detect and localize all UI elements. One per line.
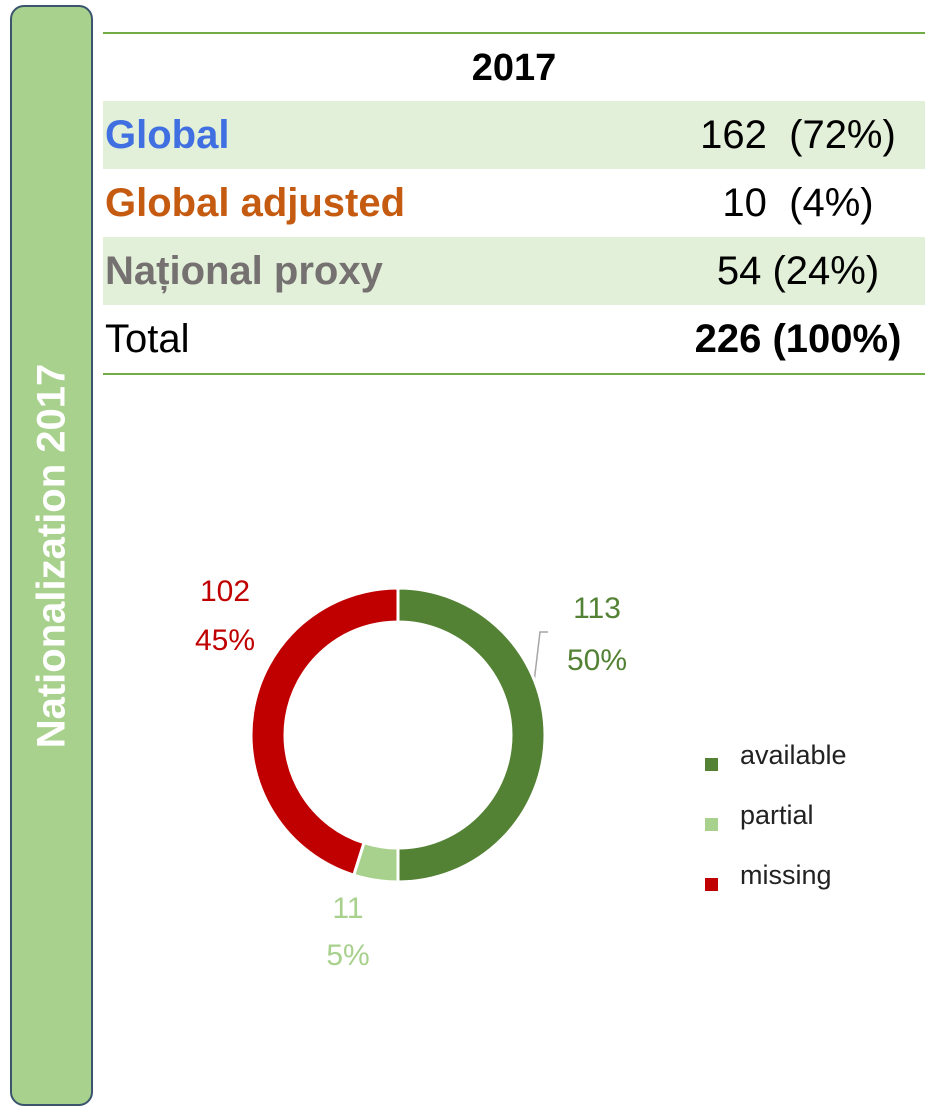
row-label: Național proxy [105, 249, 383, 293]
row-label: Global adjusted [105, 181, 406, 225]
percent-label: 50% [567, 644, 627, 677]
legend-label: available [740, 740, 847, 770]
percent-label: 45% [195, 624, 255, 657]
row-label: Total [105, 317, 190, 361]
row-value: 226 (100%) [694, 317, 902, 361]
legend-swatch [705, 758, 718, 771]
percent-label: 5% [326, 939, 369, 972]
table-header: 2017 [471, 47, 557, 89]
row-label: Global [105, 113, 230, 157]
legend-swatch [705, 878, 718, 891]
side-banner: Nationalization 2017 [10, 5, 93, 1106]
data-label: 11 [332, 892, 363, 925]
table-row: Total 226 (100%) [103, 305, 925, 373]
legend-label: missing [740, 860, 832, 890]
table-row: Global adjusted 10 (4%) [103, 169, 925, 237]
table-row: Global 162 (72%) [103, 101, 925, 169]
donut-segment [249, 586, 400, 878]
legend-label: partial [740, 800, 814, 830]
row-value: 10 (4%) [722, 181, 874, 225]
table-row: Național proxy 54 (24%) [103, 237, 925, 305]
data-label: 113 [573, 592, 621, 625]
donut-segment [396, 586, 547, 884]
row-value: 162 (72%) [700, 113, 896, 157]
data-label: 102 [200, 575, 250, 608]
row-value: 54 (24%) [716, 249, 880, 293]
legend-swatch [705, 818, 718, 831]
summary-table: 2017 Global 162 (72%) Global adjusted 10… [103, 32, 925, 375]
